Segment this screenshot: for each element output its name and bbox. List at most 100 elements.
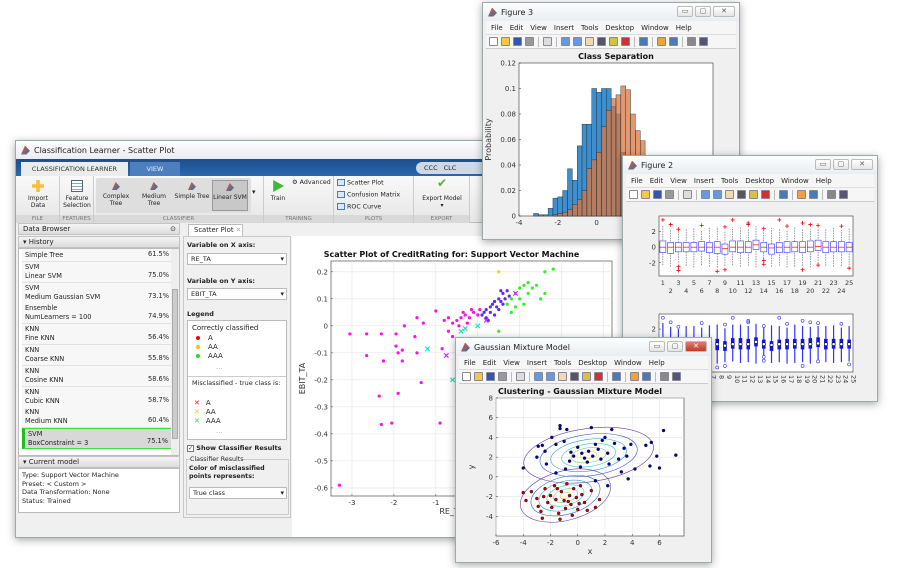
colorbar-icon[interactable]: [797, 190, 806, 199]
menu-help[interactable]: Help: [815, 176, 832, 185]
x-axis-variable-select[interactable]: RE_TA: [187, 253, 287, 265]
brush-icon[interactable]: [594, 372, 603, 381]
menu-window[interactable]: Window: [641, 23, 669, 32]
menu-help[interactable]: Help: [648, 358, 665, 367]
brush-icon[interactable]: [621, 37, 630, 46]
menu-tools[interactable]: Tools: [553, 358, 572, 367]
confusion-matrix-button[interactable]: Confusion Matrix: [337, 191, 400, 199]
zoom-out-icon[interactable]: [713, 190, 722, 199]
menu-tools[interactable]: Tools: [720, 176, 739, 185]
y-axis-variable-select[interactable]: EBIT_TA: [187, 288, 287, 300]
classifier-medium-tree-button[interactable]: Medium Tree: [136, 180, 172, 211]
save-icon[interactable]: [653, 190, 662, 199]
history-item[interactable]: KNN Fine KNN 56.4%: [22, 324, 172, 346]
gallery-expand-button[interactable]: ▾: [252, 188, 256, 196]
close-button[interactable]: ✕: [713, 6, 735, 17]
menu-window[interactable]: Window: [614, 358, 642, 367]
new-file-icon[interactable]: [462, 372, 471, 381]
feature-selection-button[interactable]: Feature Selection: [62, 180, 92, 209]
menu-desktop[interactable]: Desktop: [605, 23, 635, 32]
new-file-icon[interactable]: [489, 37, 498, 46]
advanced-button[interactable]: ⚙ Advanced: [292, 179, 331, 186]
menu-help[interactable]: Help: [675, 23, 692, 32]
zoom-out-icon[interactable]: [573, 37, 582, 46]
maximize-button[interactable]: ▢: [667, 341, 683, 352]
show-plot-tools-icon[interactable]: [839, 190, 848, 199]
scrollbar-thumb[interactable]: [172, 289, 178, 439]
legend-icon[interactable]: [642, 372, 651, 381]
hide-plot-tools-icon[interactable]: [827, 190, 836, 199]
panel-menu-icon[interactable]: ⊙: [170, 225, 176, 233]
rotate-icon[interactable]: [597, 37, 606, 46]
link-plot-icon[interactable]: [779, 190, 788, 199]
zoom-in-icon[interactable]: [561, 37, 570, 46]
history-item[interactable]: Ensemble NumLearners = 100 74.9%: [22, 303, 172, 325]
zoom-out-icon[interactable]: [546, 372, 555, 381]
pointer-icon[interactable]: [683, 190, 692, 199]
open-folder-icon[interactable]: [501, 37, 510, 46]
menu-view[interactable]: View: [503, 358, 520, 367]
save-icon[interactable]: [513, 37, 522, 46]
open-folder-icon[interactable]: [641, 190, 650, 199]
menu-file[interactable]: File: [491, 23, 503, 32]
data-cursor-icon[interactable]: [609, 37, 618, 46]
print-icon[interactable]: [498, 372, 507, 381]
print-icon[interactable]: [665, 190, 674, 199]
history-item[interactable]: KNN Cubic KNN 58.7%: [22, 386, 172, 408]
link-plot-icon[interactable]: [612, 372, 621, 381]
pan-hand-icon[interactable]: [725, 190, 734, 199]
minimize-button[interactable]: ▭: [815, 159, 831, 170]
zoom-in-icon[interactable]: [534, 372, 543, 381]
pointer-icon[interactable]: [516, 372, 525, 381]
classifier-linear-svm-button[interactable]: Linear SVM: [212, 180, 248, 211]
data-cursor-icon[interactable]: [749, 190, 758, 199]
history-scrollbar[interactable]: [171, 249, 179, 455]
pointer-icon[interactable]: [543, 37, 552, 46]
rotate-icon[interactable]: [737, 190, 746, 199]
history-item[interactable]: SVM Linear SVM 75.0%: [22, 261, 172, 283]
close-icon[interactable]: ✕: [235, 226, 242, 234]
maximize-button[interactable]: ▢: [833, 159, 849, 170]
legend-icon[interactable]: [809, 190, 818, 199]
current-model-header[interactable]: ▾ Current model: [18, 456, 180, 468]
scatter-plot-tab[interactable]: Scatter Plot ✕: [188, 224, 243, 236]
menu-view[interactable]: View: [530, 23, 547, 32]
new-file-icon[interactable]: [629, 190, 638, 199]
import-data-button[interactable]: Import Data: [20, 180, 56, 209]
colorbar-icon[interactable]: [630, 372, 639, 381]
zoom-in-icon[interactable]: [701, 190, 710, 199]
print-icon[interactable]: [525, 37, 534, 46]
tab-view[interactable]: VIEW: [130, 162, 180, 176]
close-button[interactable]: ✕: [851, 159, 873, 170]
ccc-button[interactable]: CCC: [424, 164, 438, 172]
pan-hand-icon[interactable]: [558, 372, 567, 381]
open-folder-icon[interactable]: [474, 372, 483, 381]
menu-file[interactable]: File: [464, 358, 476, 367]
menu-desktop[interactable]: Desktop: [578, 358, 608, 367]
tab-classification-learner[interactable]: CLASSIFICATION LEARNER: [21, 162, 128, 176]
classifier-complex-tree-button[interactable]: Complex Tree: [98, 180, 134, 211]
menu-edit[interactable]: Edit: [649, 176, 664, 185]
colorbar-icon[interactable]: [657, 37, 666, 46]
misclassified-color-select[interactable]: True class: [189, 487, 287, 499]
show-plot-tools-icon[interactable]: [699, 37, 708, 46]
pan-hand-icon[interactable]: [585, 37, 594, 46]
minimize-button[interactable]: ▭: [649, 341, 665, 352]
classifier-simple-tree-button[interactable]: Simple Tree: [174, 180, 210, 211]
menu-desktop[interactable]: Desktop: [745, 176, 775, 185]
scatter-plot-button[interactable]: Scatter Plot: [337, 179, 384, 187]
roc-curve-button[interactable]: ROC Curve: [337, 203, 381, 211]
menu-tools[interactable]: Tools: [580, 23, 599, 32]
rotate-icon[interactable]: [570, 372, 579, 381]
data-cursor-icon[interactable]: [582, 372, 591, 381]
history-item[interactable]: SVM BoxConstraint = 3 75.1%: [22, 428, 172, 450]
close-button[interactable]: ✕: [685, 341, 707, 352]
history-item[interactable]: KNN Medium KNN 60.4%: [22, 407, 172, 429]
history-header[interactable]: ▾ History: [18, 236, 180, 248]
legend-icon[interactable]: [669, 37, 678, 46]
menu-insert[interactable]: Insert: [553, 23, 574, 32]
show-classifier-results-checkbox[interactable]: ✓ Show Classifier Results: [187, 444, 281, 452]
menu-edit[interactable]: Edit: [482, 358, 497, 367]
menu-file[interactable]: File: [631, 176, 643, 185]
